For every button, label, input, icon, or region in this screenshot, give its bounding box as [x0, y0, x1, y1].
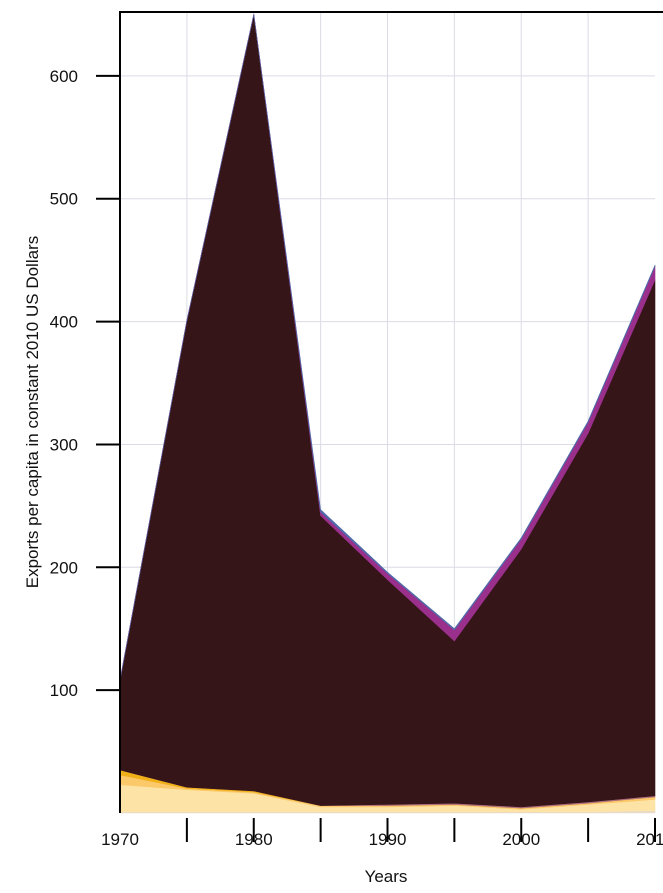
y-tick-label-1: 200 — [50, 558, 78, 577]
x-axis-ticks: 1970 1980 1990 2000 2010 — [101, 818, 663, 849]
area-series-7 — [119, 14, 656, 681]
stacked-areas — [119, 14, 656, 814]
x-tick-label-2: 1980 — [235, 830, 273, 849]
y-tick-label-4: 500 — [50, 190, 78, 209]
y-tick-label-5: 600 — [50, 67, 78, 86]
x-tick-label-8: 2010 — [636, 830, 663, 849]
x-axis-title: Years — [365, 867, 408, 886]
y-tick-label-3: 400 — [50, 313, 78, 332]
x-tick-label-4: 1990 — [369, 830, 407, 849]
y-axis-title: Exports per capita in constant 2010 US D… — [23, 236, 42, 588]
y-axis-ticks: 100 200 300 400 500 600 — [50, 67, 120, 700]
y-tick-label-2: 300 — [50, 435, 78, 454]
x-tick-label-0: 1970 — [101, 830, 139, 849]
y-tick-label-0: 100 — [50, 681, 78, 700]
plot-frame — [119, 11, 663, 813]
x-tick-label-6: 2000 — [502, 830, 540, 849]
